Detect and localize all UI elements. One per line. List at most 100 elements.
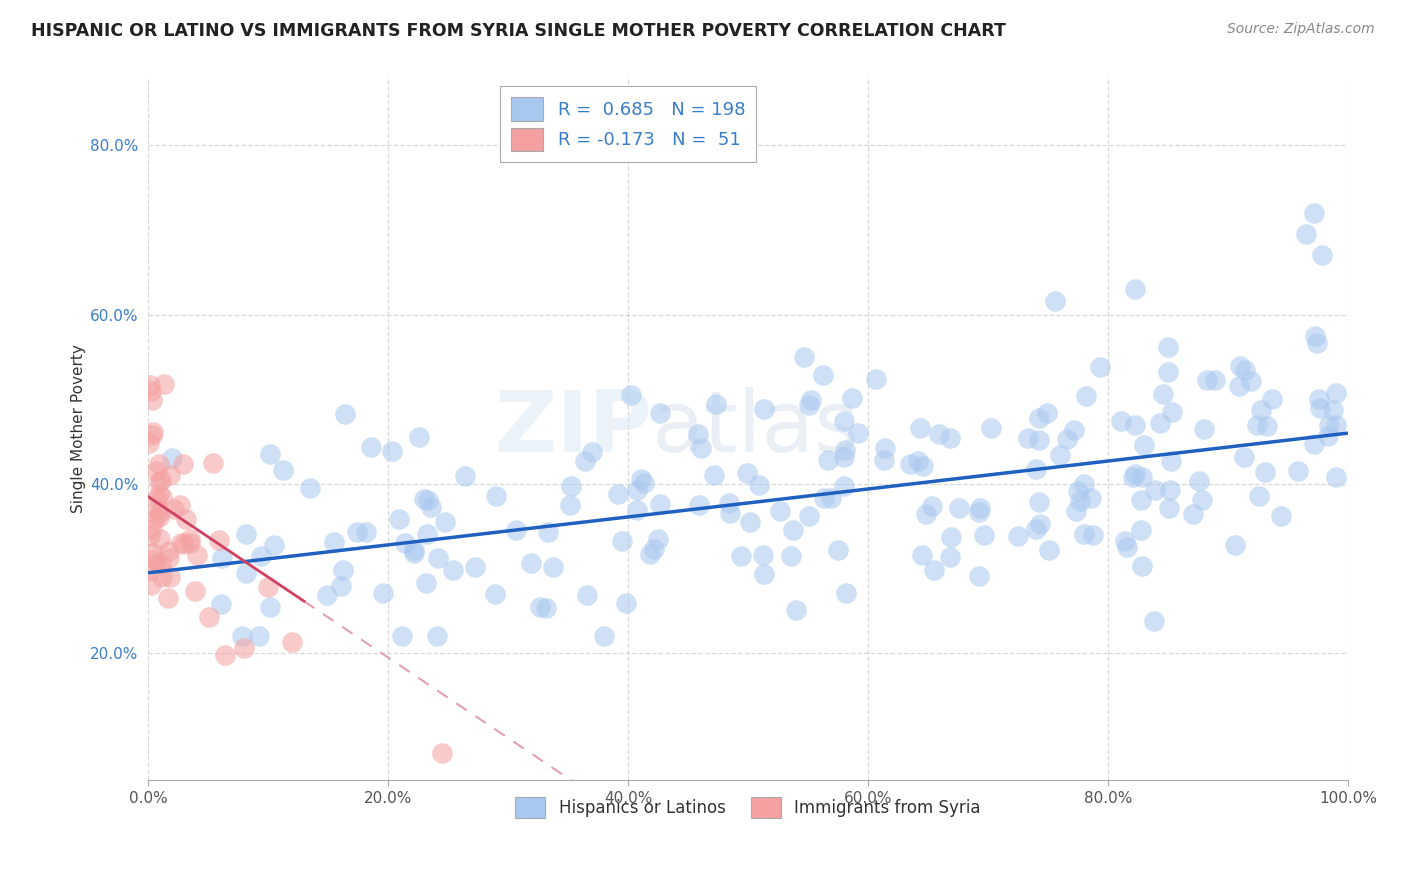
Point bbox=[257, 580, 280, 594]
Point bbox=[271, 463, 294, 477]
Point bbox=[1049, 448, 1071, 462]
Point bbox=[1025, 522, 1047, 536]
Point bbox=[752, 566, 775, 581]
Point bbox=[827, 543, 849, 558]
Point bbox=[873, 441, 896, 455]
Point bbox=[298, 481, 321, 495]
Point bbox=[434, 516, 457, 530]
Point bbox=[354, 524, 377, 539]
Point bbox=[169, 498, 191, 512]
Point bbox=[360, 440, 382, 454]
Point bbox=[173, 537, 195, 551]
Point bbox=[948, 500, 970, 515]
Point bbox=[148, 457, 170, 471]
Point bbox=[820, 491, 842, 506]
Point bbox=[1159, 483, 1181, 497]
Point bbox=[157, 543, 180, 558]
Point bbox=[1066, 483, 1088, 498]
Point bbox=[1156, 340, 1178, 354]
Point bbox=[835, 586, 858, 600]
Point bbox=[418, 492, 440, 507]
Point bbox=[1064, 504, 1087, 518]
Point bbox=[1322, 403, 1344, 417]
Point bbox=[208, 533, 231, 548]
Point bbox=[430, 746, 453, 760]
Point bbox=[1324, 417, 1347, 432]
Point bbox=[817, 453, 839, 467]
Point bbox=[408, 430, 430, 444]
Point bbox=[160, 451, 183, 466]
Point bbox=[1152, 387, 1174, 401]
Point bbox=[748, 478, 770, 492]
Point bbox=[141, 564, 163, 578]
Point bbox=[186, 548, 208, 562]
Point bbox=[980, 420, 1002, 434]
Point bbox=[1232, 450, 1254, 464]
Point bbox=[1080, 491, 1102, 505]
Point bbox=[1123, 467, 1146, 481]
Point bbox=[969, 568, 991, 582]
Point bbox=[718, 506, 741, 520]
Point bbox=[575, 588, 598, 602]
Point bbox=[148, 475, 170, 490]
Point bbox=[1143, 614, 1166, 628]
Point bbox=[1122, 470, 1144, 484]
Point bbox=[1239, 375, 1261, 389]
Point bbox=[346, 524, 368, 539]
Point bbox=[1123, 281, 1146, 295]
Point bbox=[1123, 418, 1146, 433]
Point bbox=[1081, 527, 1104, 541]
Point bbox=[752, 401, 775, 416]
Point bbox=[201, 456, 224, 470]
Point bbox=[911, 548, 934, 562]
Point bbox=[640, 547, 662, 561]
Point bbox=[1043, 294, 1066, 309]
Y-axis label: Single Mother Poverty: Single Mother Poverty bbox=[72, 344, 86, 513]
Point bbox=[145, 502, 167, 516]
Point bbox=[1229, 359, 1251, 373]
Point bbox=[150, 570, 173, 584]
Point bbox=[1157, 501, 1180, 516]
Point bbox=[426, 629, 449, 643]
Point bbox=[706, 397, 728, 411]
Point bbox=[157, 550, 180, 565]
Point bbox=[832, 479, 855, 493]
Point bbox=[973, 527, 995, 541]
Point bbox=[402, 546, 425, 560]
Text: HISPANIC OR LATINO VS IMMIGRANTS FROM SYRIA SINGLE MOTHER POVERTY CORRELATION CH: HISPANIC OR LATINO VS IMMIGRANTS FROM SY… bbox=[31, 22, 1005, 40]
Point bbox=[235, 566, 257, 580]
Point bbox=[143, 512, 166, 526]
Point bbox=[335, 407, 357, 421]
Point bbox=[558, 498, 581, 512]
Point bbox=[259, 447, 281, 461]
Text: atlas: atlas bbox=[652, 387, 860, 470]
Point bbox=[593, 629, 616, 643]
Point bbox=[170, 535, 193, 549]
Point bbox=[153, 377, 176, 392]
Point bbox=[688, 499, 710, 513]
Point bbox=[1133, 438, 1156, 452]
Point bbox=[1157, 365, 1180, 379]
Point bbox=[630, 471, 652, 485]
Point bbox=[1130, 523, 1153, 537]
Point bbox=[969, 501, 991, 516]
Point bbox=[179, 532, 201, 546]
Point bbox=[737, 466, 759, 480]
Point bbox=[149, 505, 172, 519]
Point bbox=[785, 603, 807, 617]
Point bbox=[1063, 424, 1085, 438]
Point bbox=[1109, 414, 1132, 428]
Point bbox=[157, 591, 180, 605]
Point bbox=[1317, 429, 1340, 443]
Point bbox=[148, 509, 170, 524]
Point bbox=[939, 431, 962, 445]
Point bbox=[330, 579, 353, 593]
Point bbox=[139, 578, 162, 592]
Point bbox=[1182, 508, 1205, 522]
Point bbox=[1073, 526, 1095, 541]
Point bbox=[560, 479, 582, 493]
Point bbox=[782, 523, 804, 537]
Point bbox=[1246, 418, 1268, 433]
Point bbox=[832, 414, 855, 428]
Point bbox=[148, 487, 170, 501]
